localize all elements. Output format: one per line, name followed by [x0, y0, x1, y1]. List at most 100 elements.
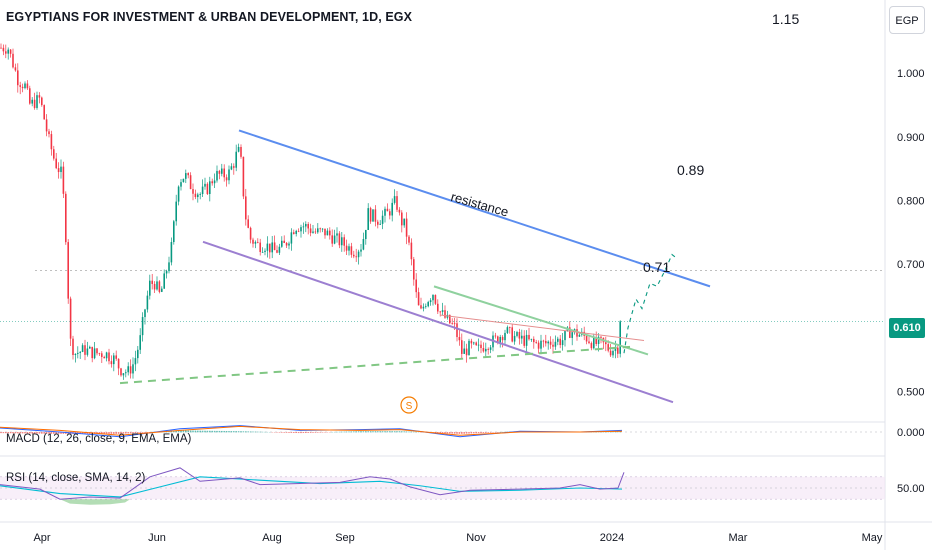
target-089-label: 0.89: [677, 162, 705, 178]
candle-body: [377, 221, 379, 225]
candle-body: [199, 194, 201, 195]
macd-hist-bar: [84, 432, 86, 434]
candle-body: [117, 358, 120, 369]
candle-body: [41, 97, 43, 106]
candle-body: [285, 242, 288, 246]
rsi-ma-line: [0, 476, 623, 498]
candle-body: [72, 338, 74, 355]
macd-hist-bar: [43, 432, 45, 434]
candle-body: [489, 347, 492, 350]
macd-hist-bar: [182, 430, 185, 433]
macd-axis-label: 0.000: [897, 427, 925, 439]
candle-body: [141, 317, 144, 336]
candle-body: [312, 231, 314, 233]
candle-body: [470, 340, 473, 344]
candle-body: [7, 49, 9, 54]
candle-body: [151, 280, 153, 284]
x-tick-label-1: Jun: [148, 532, 166, 544]
candle-body: [139, 335, 141, 350]
macd-hist-bar: [492, 432, 494, 433]
candle-body: [96, 348, 98, 354]
macd-hist-bar: [137, 432, 139, 433]
candle-body: [403, 218, 405, 226]
macd-hist-bar: [108, 432, 110, 434]
macd-hist-bar: [302, 432, 305, 434]
macd-hist-bar: [295, 432, 297, 433]
candle-body: [516, 332, 518, 336]
candle-body: [48, 131, 50, 135]
macd-hist-bar: [26, 432, 29, 434]
candle-body: [451, 323, 453, 325]
macd-hist-bar: [619, 431, 621, 433]
macd-hist-bar: [410, 431, 413, 433]
macd-hist-bar: [463, 432, 465, 434]
candle-body: [297, 230, 300, 232]
candle-body: [302, 226, 305, 228]
candle-body: [228, 169, 230, 181]
macd-hist-bar: [451, 432, 453, 434]
candle-body: [384, 208, 386, 216]
candle-body: [396, 196, 398, 210]
macd-hist-bar: [444, 432, 446, 434]
x-tick-label-7: May: [862, 532, 883, 544]
candle-body: [537, 342, 540, 349]
macd-hist-bar: [290, 432, 293, 433]
macd-hist-bar: [458, 432, 461, 434]
candle-body: [283, 240, 285, 243]
candle-body: [74, 353, 77, 355]
candle-body: [103, 356, 105, 359]
candle-body: [554, 341, 557, 347]
macd-label: MACD (12, 26, close, 9, EMA, EMA): [6, 433, 192, 445]
candle-body: [528, 334, 530, 340]
macd-hist-bar: [12, 432, 14, 434]
candle-body: [401, 212, 403, 226]
macd-hist-bar: [617, 431, 619, 433]
trendline-resistance: [238, 129, 711, 288]
macd-hist-bar: [129, 432, 132, 434]
macd-hist-bar: [338, 431, 341, 433]
candle-body: [271, 242, 273, 253]
rsi-oversold-fill: [60, 499, 130, 505]
candle-body: [173, 221, 175, 243]
candle-body: [19, 85, 21, 87]
macd-signal-line: [0, 425, 623, 436]
candle-body: [247, 219, 249, 228]
macd-hist-bar: [405, 431, 408, 433]
macd-hist-bar: [398, 431, 401, 433]
candle-body: [163, 273, 165, 289]
candle-body: [571, 332, 573, 338]
pattern-badge-label: S: [406, 401, 413, 412]
macd-hist-bar: [209, 430, 211, 433]
candle-body: [257, 241, 259, 243]
macd-hist-bar: [9, 432, 12, 434]
candle-body: [170, 242, 173, 263]
candle-body: [221, 168, 223, 174]
macd-hist-bar: [480, 432, 482, 434]
macd-hist-bar: [14, 432, 17, 434]
macd-hist-bar: [393, 431, 396, 433]
currency-button[interactable]: EGP: [889, 6, 925, 34]
macd-hist-bar: [283, 432, 285, 433]
candle-body: [36, 95, 38, 108]
candle-body: [485, 348, 487, 352]
candle-body: [374, 209, 377, 222]
candle-body: [432, 294, 434, 301]
candle-body: [122, 373, 125, 376]
candle-body: [237, 146, 240, 152]
candle-body: [38, 95, 41, 98]
macd-hist-bar: [312, 432, 314, 433]
candle-body: [62, 166, 65, 194]
candle-body: [26, 83, 29, 89]
macd-hist-bar: [465, 432, 468, 434]
candle-body: [240, 146, 242, 157]
candle-body: [89, 346, 91, 349]
candle-body: [249, 227, 252, 240]
last-price-tag: 0.610: [889, 318, 925, 338]
candle-body: [53, 149, 55, 159]
macd-hist-bar: [281, 432, 283, 433]
candle-body: [559, 338, 561, 346]
macd-hist-bar: [449, 432, 451, 434]
macd-hist-bar: [355, 431, 357, 433]
macd-hist-bar: [134, 432, 137, 434]
